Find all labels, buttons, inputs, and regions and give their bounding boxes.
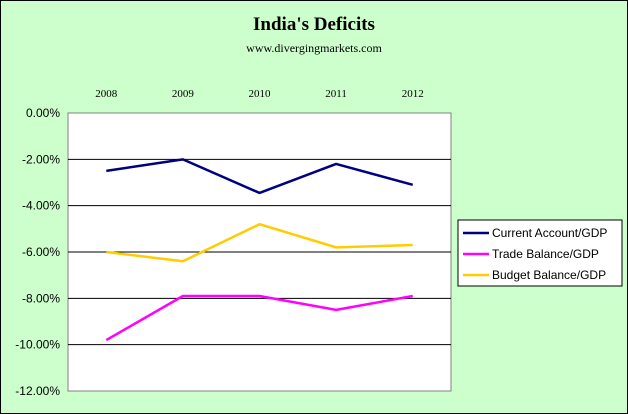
x-tick-label: 2009: [172, 88, 195, 100]
legend: Current Account/GDP Trade Balance/GDP Budg…: [457, 219, 623, 287]
y-tick-label: -8.00%: [22, 291, 60, 305]
gridlines: [68, 158, 451, 346]
legend-label: Trade Balance/GDP: [492, 247, 599, 261]
x-tick-label: 2010: [249, 88, 272, 100]
legend-label: Budget Balance/GDP: [492, 268, 606, 282]
y-tick-label: -2.00%: [22, 152, 60, 166]
y-axis: 0.00% -2.00% -4.00% -6.00% -8.00% -10.00% -12.…: [15, 106, 60, 398]
series-line-3: [106, 222, 413, 263]
series-line-2: [105, 294, 413, 342]
x-tick-label: 2012: [402, 88, 424, 100]
chart-subtitle: www.divergingmarkets.com: [246, 41, 382, 55]
y-tick-label: -4.00%: [22, 199, 60, 213]
chart-title: India's Deficits: [253, 14, 375, 35]
y-tick-label: -12.00%: [15, 384, 60, 398]
y-tick-label: 0.00%: [26, 106, 60, 120]
y-tick-label: -10.00%: [15, 338, 60, 352]
series-lines: [105, 158, 414, 342]
legend-label: Current Account/GDP: [492, 226, 607, 240]
y-tick-label: -6.00%: [22, 245, 60, 259]
series-line-1: [106, 158, 414, 195]
x-tick-label: 2011: [325, 88, 347, 100]
x-axis: 2008 2009 2010 2011 2012: [95, 88, 423, 100]
x-tick-label: 2008: [95, 88, 118, 100]
